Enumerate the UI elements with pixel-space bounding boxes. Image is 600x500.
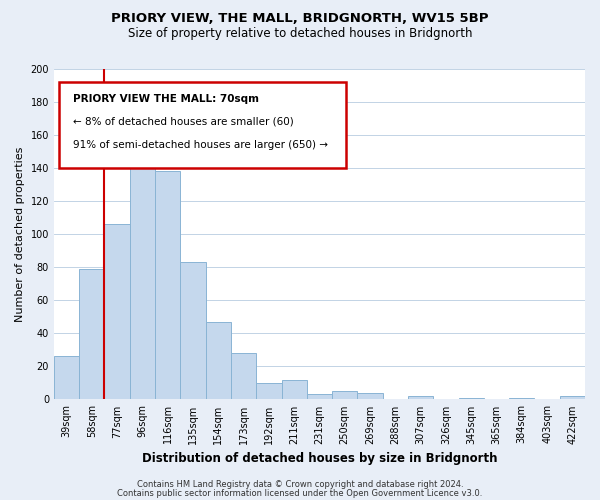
Text: ← 8% of detached houses are smaller (60): ← 8% of detached houses are smaller (60) (73, 117, 293, 127)
X-axis label: Distribution of detached houses by size in Bridgnorth: Distribution of detached houses by size … (142, 452, 497, 465)
Bar (307, 394, 332, 400)
Y-axis label: Number of detached properties: Number of detached properties (15, 146, 25, 322)
Bar (281, 380, 307, 400)
Bar (560, 396, 585, 400)
Bar (358, 393, 383, 400)
Bar (54, 356, 79, 400)
Bar (130, 125, 155, 400)
Text: PRIORY VIEW, THE MALL, BRIDGNORTH, WV15 5BP: PRIORY VIEW, THE MALL, BRIDGNORTH, WV15 … (111, 12, 489, 26)
Bar (104, 224, 130, 400)
Bar (332, 391, 358, 400)
Text: Contains HM Land Registry data © Crown copyright and database right 2024.: Contains HM Land Registry data © Crown c… (137, 480, 463, 489)
Bar (509, 398, 535, 400)
Bar (181, 262, 206, 400)
Text: PRIORY VIEW THE MALL: 70sqm: PRIORY VIEW THE MALL: 70sqm (73, 94, 259, 104)
Text: 91% of semi-detached houses are larger (650) →: 91% of semi-detached houses are larger (… (73, 140, 328, 150)
Bar (206, 322, 231, 400)
Text: Contains public sector information licensed under the Open Government Licence v3: Contains public sector information licen… (118, 488, 482, 498)
Bar (79, 269, 104, 400)
Bar (256, 383, 281, 400)
FancyBboxPatch shape (59, 82, 346, 168)
Bar (408, 396, 433, 400)
Bar (155, 172, 181, 400)
Text: Size of property relative to detached houses in Bridgnorth: Size of property relative to detached ho… (128, 28, 472, 40)
Bar (231, 353, 256, 400)
Bar (458, 398, 484, 400)
